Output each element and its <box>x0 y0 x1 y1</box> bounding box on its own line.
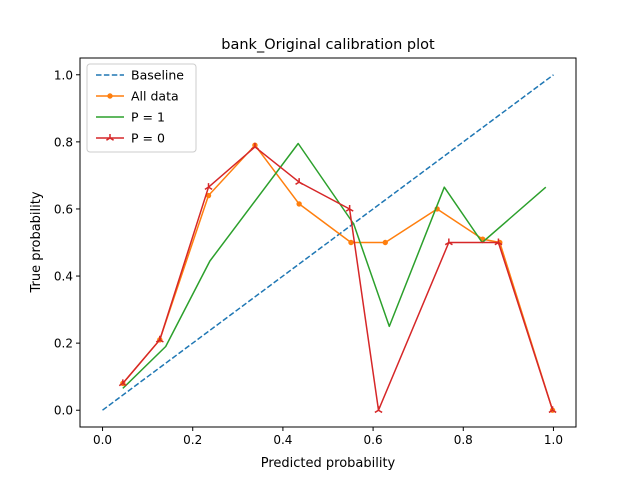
series-line <box>102 74 554 411</box>
data-point-marker <box>494 238 503 246</box>
y-tick-label: 0.2 <box>54 337 73 351</box>
legend: Baseline All data P = 1 P = 0 <box>86 63 197 153</box>
data-point-marker <box>155 335 164 343</box>
legend-label: Baseline <box>131 68 184 83</box>
series-p-0 <box>118 142 557 414</box>
x-tick-label: 0.2 <box>183 433 202 447</box>
data-point-marker <box>204 183 213 190</box>
axes-frame <box>79 57 577 428</box>
x-tick-label: 0.4 <box>273 433 292 447</box>
x-tick-label: 1.0 <box>544 433 563 447</box>
data-point-marker <box>295 178 304 185</box>
data-point-marker <box>548 406 557 414</box>
legend-label: P = 1 <box>131 110 165 125</box>
y-tick-label: 0.4 <box>54 270 73 284</box>
series-p-1 <box>122 142 547 389</box>
plot-area <box>79 57 577 428</box>
y-tick-label: 0.6 <box>54 202 73 216</box>
x-axis-ticks: 0.0 0.2 0.4 0.6 0.8 1.0 <box>93 427 563 447</box>
data-point-marker <box>348 239 354 246</box>
data-point-marker <box>118 379 127 387</box>
data-point-marker <box>106 134 114 141</box>
series-layer <box>102 74 557 414</box>
y-axis-label: True probability <box>29 191 44 293</box>
legend-entry-p-1: P = 1 <box>96 110 165 125</box>
x-tick-label: 0.0 <box>93 433 112 447</box>
data-point-marker <box>107 93 113 99</box>
data-point-marker <box>345 204 354 212</box>
x-tick-label: 0.6 <box>364 433 383 447</box>
y-tick-label: 1.0 <box>54 68 73 82</box>
x-axis-label: Predicted probability <box>261 456 396 471</box>
data-point-marker <box>382 239 388 246</box>
legend-label: All data <box>131 89 179 104</box>
data-point-marker <box>374 406 383 414</box>
legend-entry-all-data: All data <box>96 89 179 104</box>
y-axis-ticks: 0.0 0.2 0.4 0.6 0.8 1.0 <box>54 68 80 418</box>
x-tick-label: 0.8 <box>454 433 473 447</box>
series-line <box>122 146 554 411</box>
chart-title: bank_Original calibration plot <box>221 37 435 53</box>
data-point-marker <box>250 142 259 150</box>
series-baseline <box>102 74 554 411</box>
data-point-marker <box>444 238 453 246</box>
data-point-marker <box>296 201 302 207</box>
y-tick-label: 0.8 <box>54 135 73 149</box>
y-tick-label: 0.0 <box>54 404 73 418</box>
legend-entry-p-0: P = 0 <box>96 131 165 146</box>
series-line <box>122 142 547 389</box>
legend-label: P = 0 <box>131 131 165 146</box>
legend-box <box>86 63 197 153</box>
legend-entry-baseline: Baseline <box>96 68 184 83</box>
